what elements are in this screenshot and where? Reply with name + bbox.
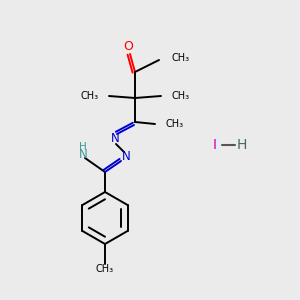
Text: CH₃: CH₃ xyxy=(171,53,189,63)
Text: N: N xyxy=(111,131,119,145)
Text: N: N xyxy=(79,148,87,161)
Text: CH₃: CH₃ xyxy=(96,264,114,274)
Text: I: I xyxy=(213,138,217,152)
Text: H: H xyxy=(237,138,247,152)
Text: CH₃: CH₃ xyxy=(171,91,189,101)
Text: O: O xyxy=(123,40,133,52)
Text: CH₃: CH₃ xyxy=(81,91,99,101)
Text: H: H xyxy=(79,142,87,152)
Text: N: N xyxy=(122,149,130,163)
Text: CH₃: CH₃ xyxy=(165,119,183,129)
